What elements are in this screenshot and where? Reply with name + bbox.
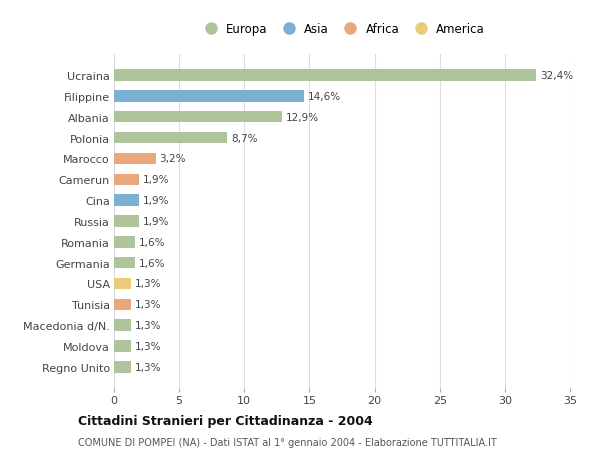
Bar (114, 341, 131, 352)
Bar (114, 299, 131, 310)
Bar (114, 133, 227, 144)
Bar (114, 278, 131, 290)
Text: Cittadini Stranieri per Cittadinanza - 2004: Cittadini Stranieri per Cittadinanza - 2… (78, 414, 373, 428)
Bar (114, 153, 155, 165)
Bar (114, 236, 135, 248)
Bar (114, 216, 139, 227)
Bar (114, 112, 282, 123)
Text: 1,3%: 1,3% (135, 300, 161, 310)
Text: 3,2%: 3,2% (160, 154, 186, 164)
Text: 12,9%: 12,9% (286, 112, 319, 123)
Text: 32,4%: 32,4% (540, 71, 573, 81)
Bar (114, 257, 135, 269)
Text: 1,6%: 1,6% (139, 237, 165, 247)
Bar (114, 70, 536, 82)
Text: 1,6%: 1,6% (139, 258, 165, 268)
Text: COMUNE DI POMPEI (NA) - Dati ISTAT al 1° gennaio 2004 - Elaborazione TUTTITALIA.: COMUNE DI POMPEI (NA) - Dati ISTAT al 1°… (78, 437, 497, 447)
Bar (114, 320, 131, 331)
Text: 1,9%: 1,9% (143, 196, 169, 206)
Text: 1,3%: 1,3% (135, 279, 161, 289)
Bar (114, 174, 139, 185)
Text: 1,3%: 1,3% (135, 341, 161, 351)
Bar (114, 91, 304, 102)
Legend: Europa, Asia, Africa, America: Europa, Asia, Africa, America (197, 21, 487, 39)
Text: 1,3%: 1,3% (135, 320, 161, 330)
Bar (114, 361, 131, 373)
Text: 1,9%: 1,9% (143, 217, 169, 226)
Text: 8,7%: 8,7% (231, 133, 258, 143)
Text: 1,9%: 1,9% (143, 175, 169, 185)
Bar (114, 195, 139, 207)
Text: 1,3%: 1,3% (135, 362, 161, 372)
Text: 14,6%: 14,6% (308, 92, 341, 102)
